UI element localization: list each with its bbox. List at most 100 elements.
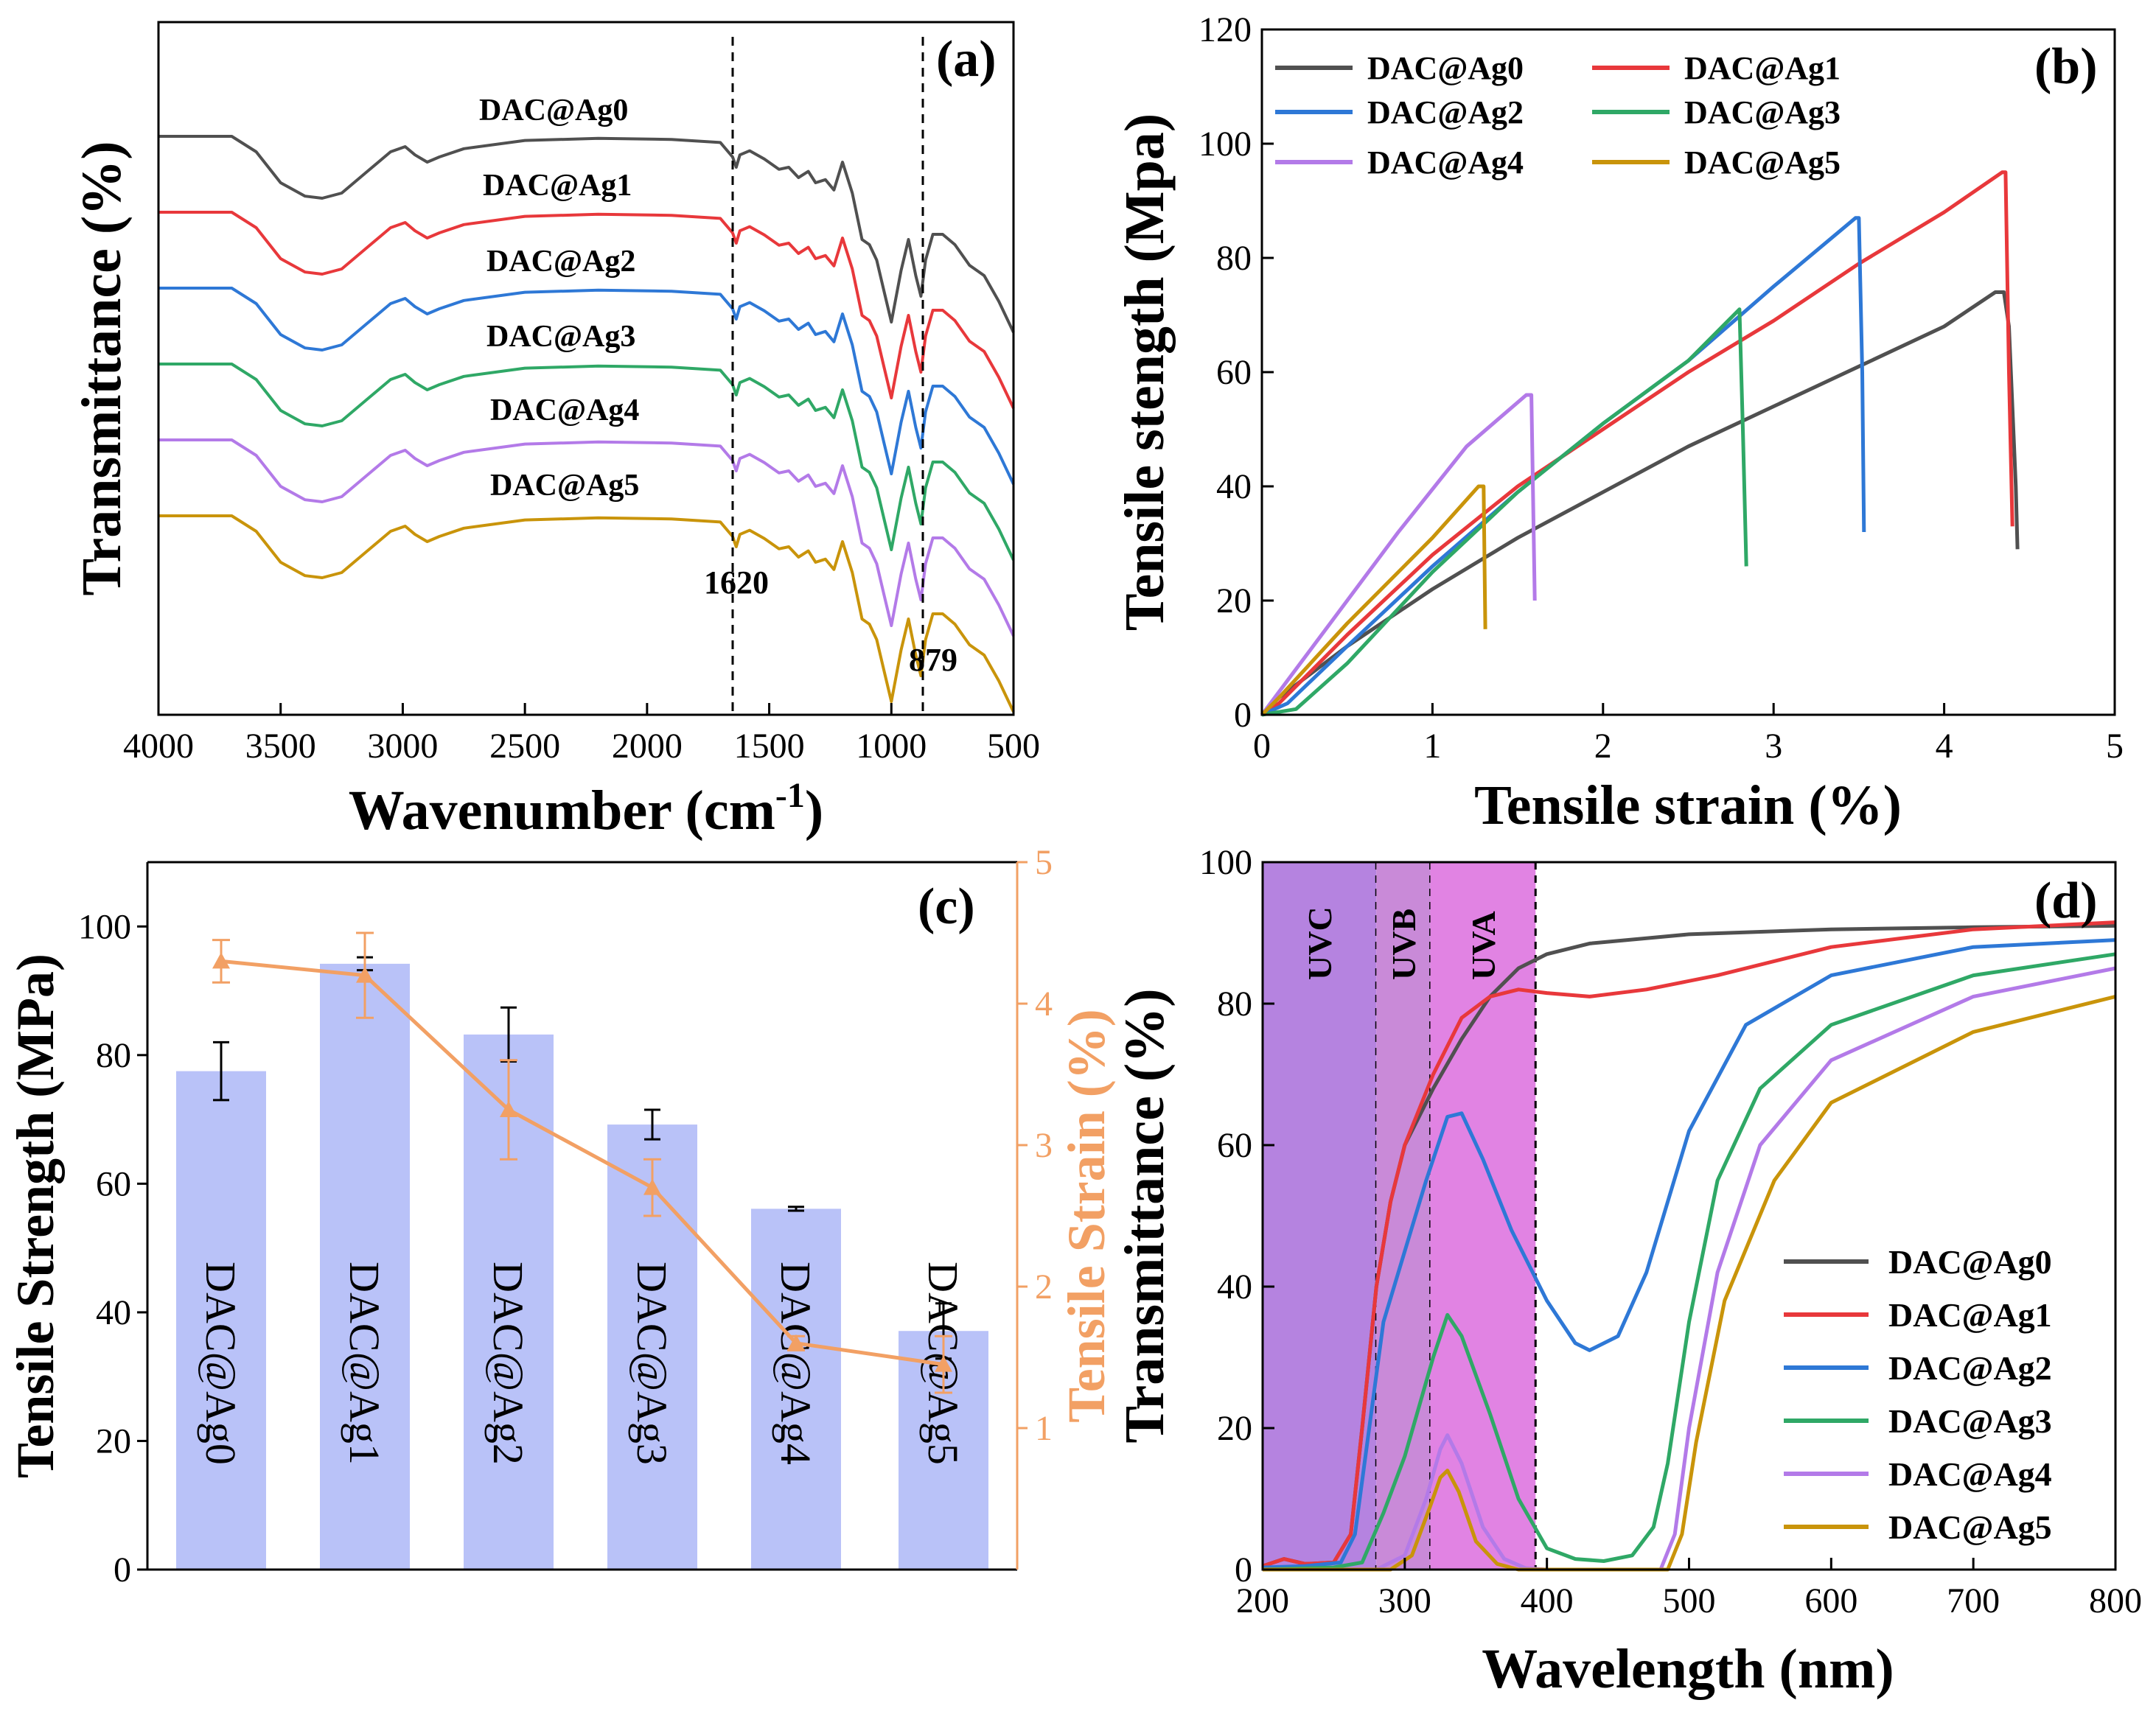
x-tick-label: 300 [1378,1581,1431,1620]
y-tick-label: 40 [96,1293,131,1332]
strain-point [500,1101,517,1117]
panel-d: UVC UVB UVA 200 300 400 500 600 700 800 0 20 40 60 80… [1114,843,2142,1700]
bar-category-label: DAC@Ag2 [484,1262,532,1465]
panel-c-y2-axis-title: Tensile Strain (%) [1057,1009,1116,1422]
panel-a-y-axis-title: Transmittance (%) [71,141,133,595]
panel-b-curves [1260,170,2020,717]
x-tick-label: 2500 [489,727,560,766]
stress-line-DAC@Ag2 [1260,216,1866,717]
strain-point [643,1178,661,1195]
panel-c-label: (c) [918,878,975,935]
panel-a: (a) DAC@Ag0 DAC@Ag1 DAC@Ag2 DAC@Ag3 DAC@… [71,21,1040,842]
y-tick-label: 40 [1217,1267,1252,1307]
x-tick-label: 600 [1804,1581,1857,1620]
y-tick-label: 20 [1216,581,1252,620]
x-tick-label: 3500 [245,727,316,766]
x-tick-label: 4 [1936,727,1953,766]
stress-line-DAC@Ag4 [1260,393,1537,716]
y2-tick-label: 4 [1035,984,1053,1024]
panel-a-frame [157,21,1015,716]
panel-b-ticks: 0 1 2 3 4 5 0 20 40 60 80 100 120 [1199,10,2124,766]
ftir-line-DAC@Ag1 [158,211,1015,409]
x-tick-label: 1 [1423,727,1441,766]
ftir-line-DAC@Ag0 [158,135,1015,333]
y-tick-label: 20 [96,1421,131,1461]
strain-point [935,1355,952,1372]
annotation-879: 879 [909,642,957,678]
bar-category-label: DAC@Ag0 [197,1262,245,1465]
legend-label: DAC@Ag2 [1367,94,1524,130]
a-series-label: DAC@Ag4 [490,393,639,427]
strain-point [212,952,230,969]
y2-tick-label: 1 [1035,1409,1053,1448]
x-tick-label: 2000 [612,727,683,766]
panel-d-x-axis-title: Wavelength (nm) [1482,1638,1894,1700]
bar-category-label: DAC@Ag1 [341,1262,388,1465]
ftir-line-DAC@Ag4 [158,438,1015,637]
legend-label: DAC@Ag1 [1888,1296,2052,1334]
legend-label: DAC@Ag0 [1367,50,1524,86]
panel-a-curves [158,135,1015,713]
legend-label: DAC@Ag0 [1888,1243,2052,1281]
panel-c: DAC@Ag0DAC@Ag1DAC@Ag2DAC@Ag3DAC@Ag4DAC@A… [6,843,1116,1589]
a-series-label: DAC@Ag5 [490,469,639,503]
y-tick-label: 0 [114,1550,131,1589]
x-tick-label: 200 [1236,1581,1289,1620]
annotation-1620: 1620 [704,564,769,601]
uv-line-DAC@Ag2 [1262,938,2116,1570]
region-UVA [1430,862,1536,1570]
x-tick-label: 700 [1947,1581,2000,1620]
legend-label: DAC@Ag3 [1684,94,1841,130]
panel-b-label: (b) [2034,38,2098,95]
panel-c-strain-series [212,931,952,1394]
region-label: UVA [1465,911,1502,980]
x-tick-label: 1000 [856,727,927,766]
y-tick-label: 100 [78,907,131,946]
x-tick-label: 800 [2089,1581,2142,1620]
x-tick-label: 4000 [123,727,194,766]
y-tick-label: 100 [1199,125,1252,164]
legend-label: DAC@Ag5 [1684,144,1841,181]
region-label: UVB [1385,909,1423,980]
x-tick-label: 0 [1253,727,1271,766]
bar-DAC@Ag4 [751,1208,841,1570]
y-tick-label: 60 [1217,1126,1252,1165]
stress-line-DAC@Ag3 [1261,307,1748,717]
panel-a-label: (a) [936,31,997,88]
x-tick-label: 1500 [734,727,805,766]
legend-label: DAC@Ag4 [1367,144,1524,181]
y-tick-label: 40 [1216,467,1252,506]
strain-point [356,966,374,983]
strain-line [220,959,944,1367]
y-tick-label: 80 [96,1036,131,1075]
panel-b-x-axis-title: Tensile strain (%) [1474,774,1902,836]
a-series-label: DAC@Ag1 [483,169,632,203]
uv-line-DAC@Ag3 [1262,952,2116,1572]
ftir-line-DAC@Ag5 [158,514,1015,713]
y2-tick-label: 2 [1035,1267,1053,1307]
y-tick-label: 60 [96,1164,131,1203]
y-tick-label: 80 [1217,984,1252,1024]
panel-c-axes [146,862,1017,1571]
x-tick-label: 500 [1663,1581,1716,1620]
y2-tick-label: 3 [1035,1126,1053,1165]
bar-DAC@Ag0 [176,1071,266,1570]
y-tick-label: 80 [1216,239,1252,278]
y-tick-label: 60 [1216,353,1252,392]
panel-d-y-axis-title: Transmittance (%) [1114,988,1176,1443]
legend-label: DAC@Ag3 [1888,1402,2052,1440]
bar-DAC@Ag1 [320,963,410,1570]
panel-b-legend: DAC@Ag0 DAC@Ag1 DAC@Ag2 DAC@Ag3 DAC@Ag4 DAC@A… [1275,50,1841,181]
panel-c-y-axis-title: Tensile Strength (MPa) [6,954,65,1478]
panel-d-ticks: 200 300 400 500 600 700 800 0 20 40 60 80 100 [1199,843,2142,1620]
x-tick-label: 3000 [367,727,438,766]
panel-d-legend: DAC@Ag0 DAC@Ag1 DAC@Ag2 DAC@Ag3 DAC@Ag4 DAC@A… [1784,1243,2052,1546]
y-tick-label: 100 [1199,843,1252,882]
region-UVC [1263,862,1377,1570]
y-tick-label: 0 [1234,696,1252,735]
panel-b-y-axis-title: Tensile stength (Mpa) [1114,113,1176,631]
a-series-label: DAC@Ag0 [479,94,628,127]
panel-a-x-axis-title: Wavenumber (cm-1) [349,776,823,842]
legend-label: DAC@Ag1 [1684,50,1841,86]
bar-category-label: DAC@Ag3 [628,1262,676,1465]
